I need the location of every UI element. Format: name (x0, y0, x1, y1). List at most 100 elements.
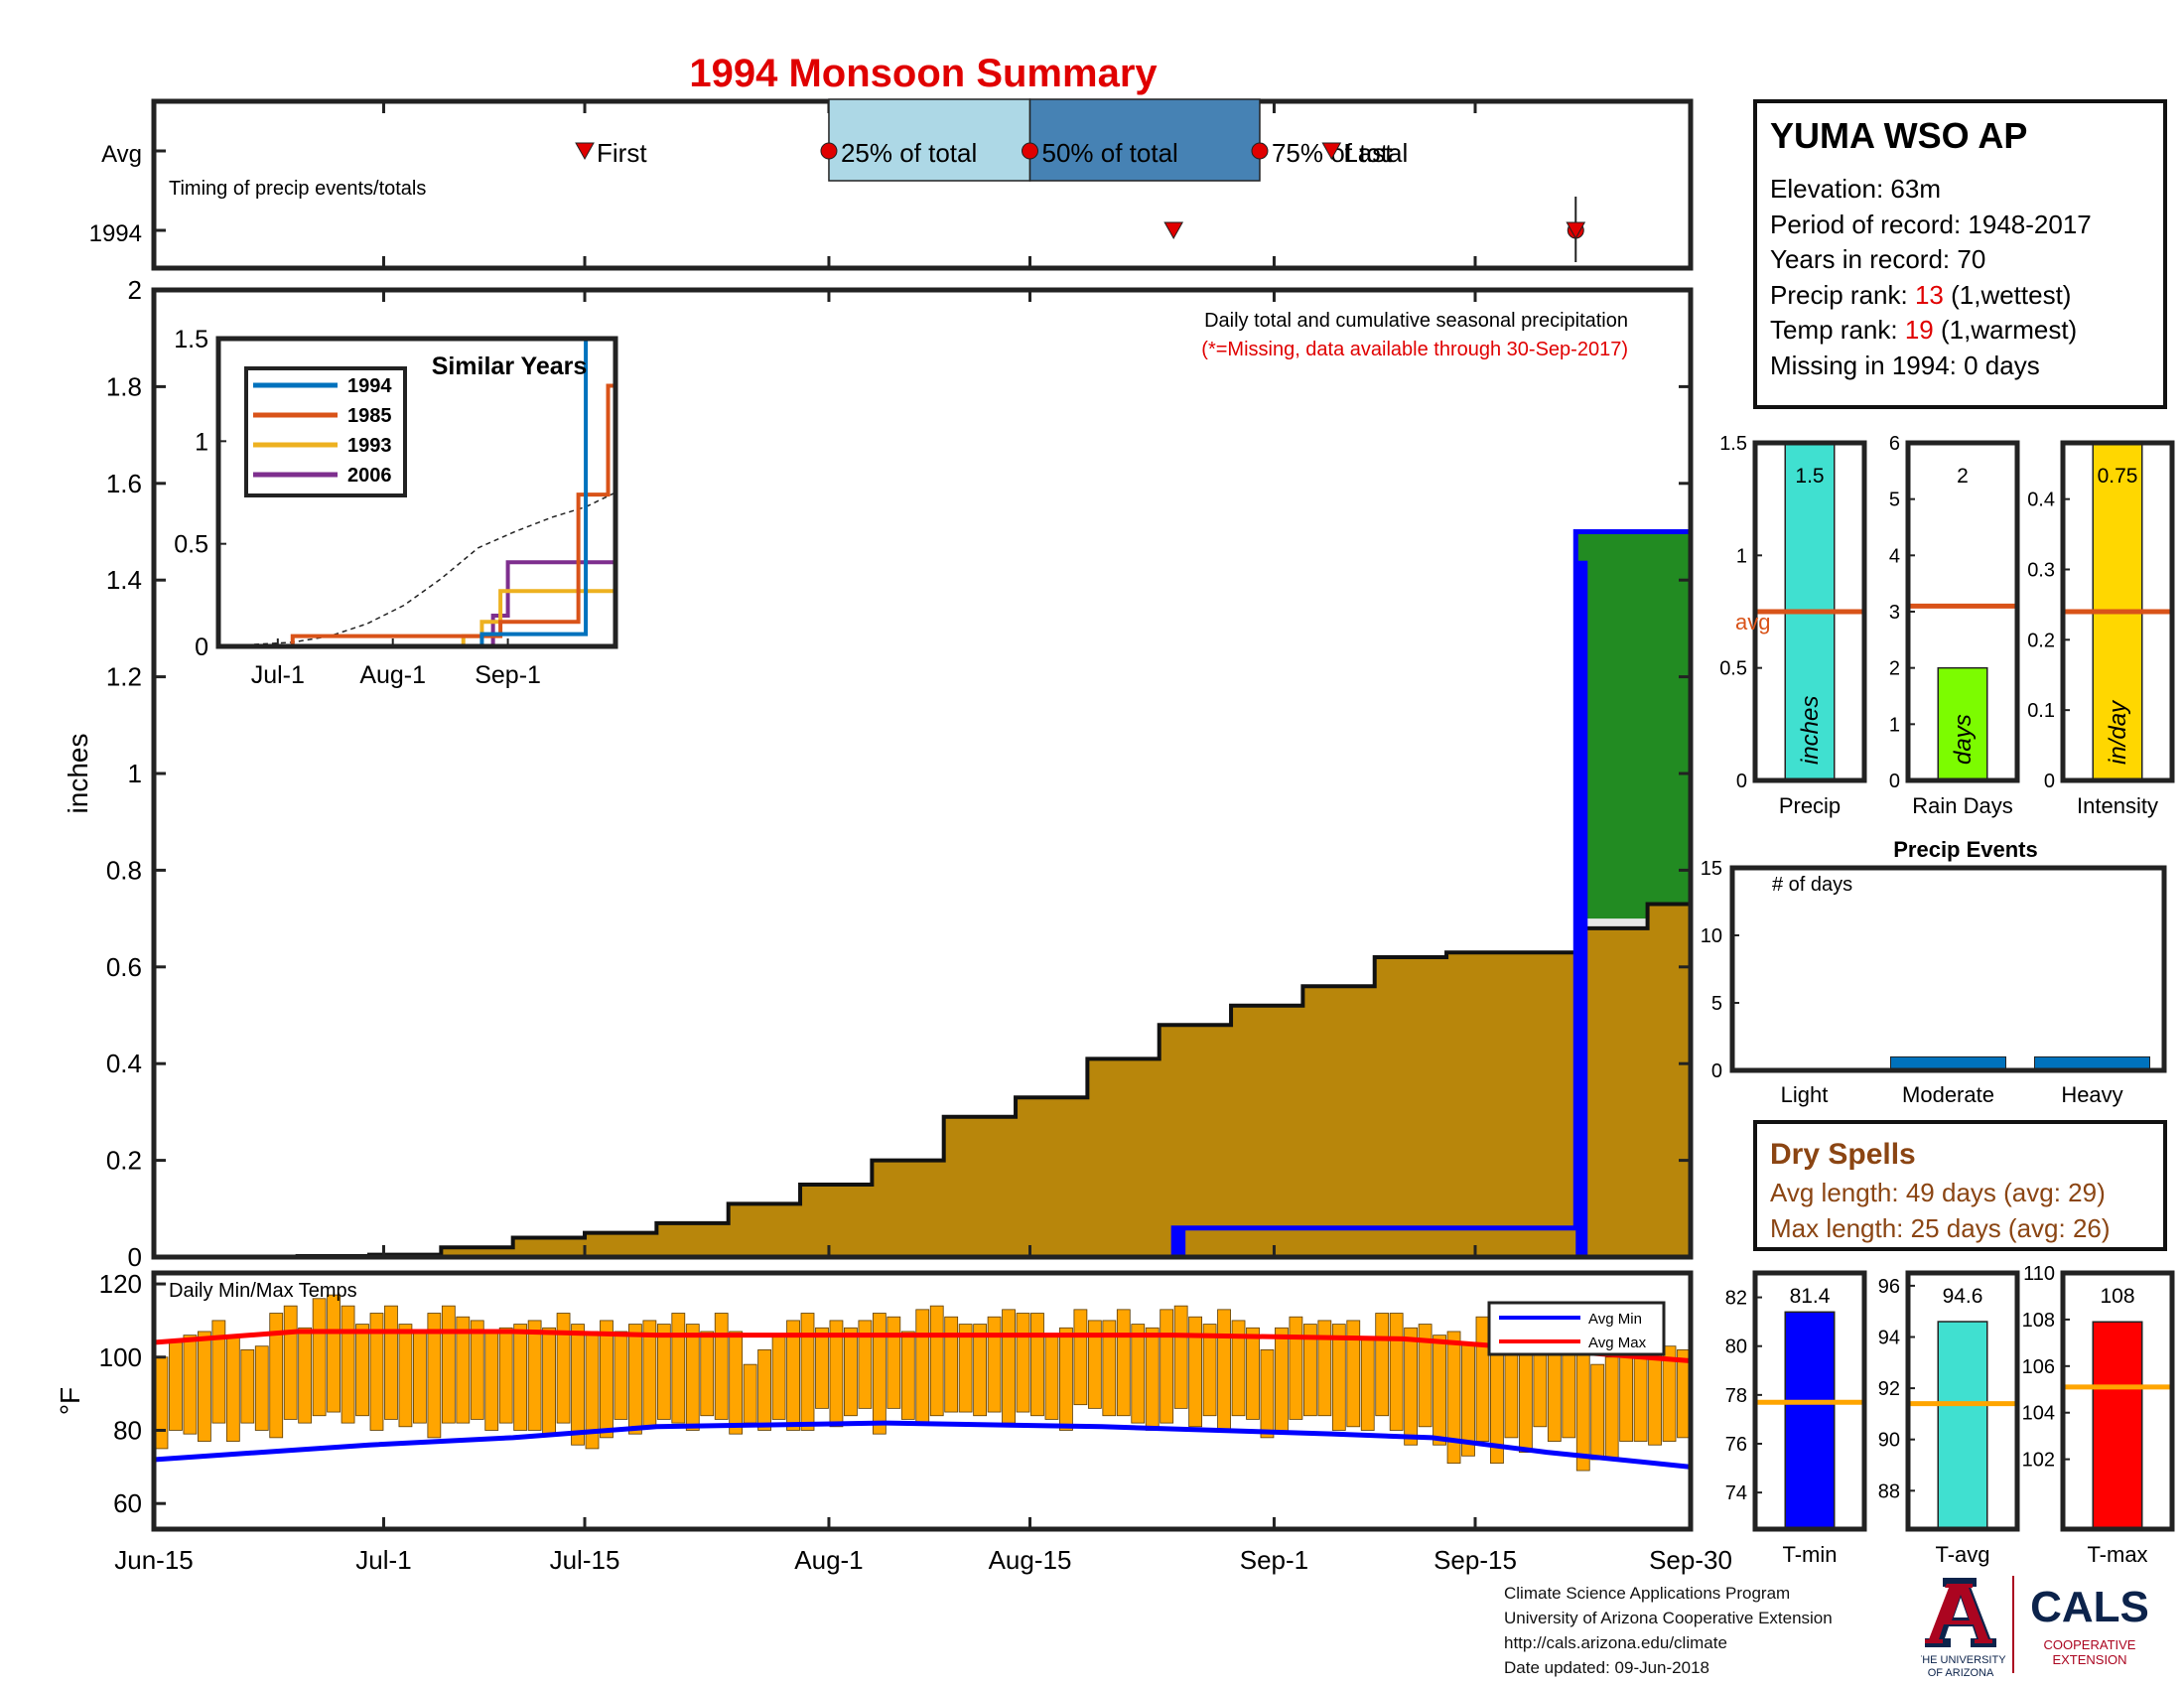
temp-range-bar (1662, 1345, 1677, 1442)
temp-range-bar (1375, 1313, 1390, 1417)
rain_days_bar-y-tick-label: 2 (1889, 658, 1900, 680)
date-x-tick-label: Aug-15 (989, 1545, 1072, 1575)
tavg_bar-frame (1905, 1270, 2020, 1532)
temp-range-bar (628, 1324, 642, 1435)
precip-y-tick-label: 2 (128, 275, 142, 305)
temp-range-bar (283, 1305, 298, 1420)
daily-precip-bar-1 (1575, 560, 1588, 1257)
temp-range-bar (757, 1349, 771, 1431)
inset-x-tick-label: Aug-1 (359, 661, 426, 689)
station-precip-rank: Precip rank: 13 (1,wettest) (1770, 280, 2071, 310)
intensity_bar-y-tick-label: 0.3 (2027, 560, 2055, 582)
temp-range-bar (398, 1324, 413, 1428)
temp-range-bar (542, 1327, 556, 1435)
inset-legend-label-1985: 1985 (347, 405, 392, 427)
precip_bar-value-label: 1.5 (1795, 465, 1824, 488)
tmax_bar-x-label: T-max (2087, 1542, 2147, 1567)
temp-range-bar (786, 1320, 800, 1431)
temp-range-bar (1346, 1320, 1361, 1428)
avg-min-line (153, 1420, 1692, 1470)
legend-avg-min-label: Avg Min (1588, 1311, 1642, 1328)
temp-range-bar (225, 1335, 240, 1442)
temp-range-bar (1289, 1316, 1303, 1420)
dry-spells-avg-length: Avg length: 49 days (avg: 29) (1770, 1178, 2106, 1207)
temp-range-bar (1575, 1337, 1590, 1472)
station-temp-rank: Temp rank: 19 (1,warmest) (1770, 315, 2077, 345)
temp-range-bar (1246, 1327, 1260, 1420)
temp-range-bar (1317, 1320, 1332, 1417)
tmin_bar-x-label: T-min (1783, 1542, 1838, 1567)
timing-label-last: Last (1343, 138, 1393, 168)
precip-events-title: Precip Events (1893, 837, 2038, 862)
temp-range-bar (1173, 1305, 1188, 1409)
tavg_bar-x-label: T-avg (1935, 1542, 1989, 1567)
timing-row-label-1994: 1994 (89, 220, 142, 247)
avg-cumulative-area (154, 894, 1691, 1257)
daily-precip-bar-0 (1173, 1227, 1186, 1257)
temp-range-bar (1648, 1345, 1662, 1446)
temp-range-bar (844, 1327, 858, 1417)
temp-range-bar (1016, 1313, 1030, 1413)
temp-range-bar (498, 1327, 513, 1424)
precip_bar-y-tick-label: 1 (1736, 545, 1747, 567)
ua-a-inner (1925, 1584, 1992, 1643)
temp-range-bar (671, 1313, 686, 1424)
rain_days_bar-chart: 0 1 2 3 4 5 6 2 Rain Days days (1889, 433, 2020, 818)
temp-range-bar (1073, 1309, 1088, 1406)
temps-y-tick-label: 120 (99, 1269, 142, 1299)
temp-rank-prefix: Temp rank: (1770, 315, 1905, 345)
station-info-box: YUMA WSO AP Elevation: 63m Period of rec… (1753, 99, 2167, 409)
timing-label-first: First (597, 138, 647, 168)
tavg_bar-chart: 88 90 92 94 96 94.6 T-avg (1878, 1270, 2020, 1567)
temp-range-bar (327, 1294, 341, 1413)
temp-range-bar (1590, 1363, 1605, 1461)
inset-series-1985 (218, 377, 617, 648)
tavg_bar-value-label: 94.6 (1943, 1285, 1983, 1308)
tmax_bar-y-tick-label: 110 (2023, 1263, 2055, 1285)
temp-range-bar (743, 1363, 757, 1424)
temps-y-label: °F (55, 1387, 85, 1415)
precip-y-ticks: 0 0.2 0.4 0.6 0.8 1 1.2 1.4 1.6 1.8 2 (106, 275, 1691, 1272)
precip-y-tick-label: 1.4 (106, 565, 142, 595)
precip-y-tick-label: 0.8 (106, 855, 142, 885)
dry-spells-box: Dry Spells Avg length: 49 days (avg: 29)… (1753, 1120, 2167, 1251)
temp-range-bar (1331, 1324, 1346, 1431)
temp-range-bar (700, 1331, 715, 1417)
timing-q1-box (828, 98, 1031, 182)
intensity_bar-y-tick-label: 0.1 (2027, 700, 2055, 722)
date-x-tick-label: Aug-1 (794, 1545, 863, 1575)
temp-range-bar (1504, 1341, 1519, 1439)
inset-title: Similar Years (432, 352, 588, 380)
similar-years-inset: 0 0.5 1 1.5 Jul-1 Aug-1 Sep-1 Similar Years 19… (174, 326, 618, 689)
temps-y-tick-label: 80 (113, 1415, 142, 1445)
cumulative-precip-plot (154, 529, 1693, 1260)
temp-range-bar (427, 1313, 442, 1439)
tmax_bar-bar (2092, 1321, 2143, 1530)
precip-chart-subtitle: (*=Missing, data available through 30-Se… (1201, 339, 1628, 360)
temp-range-bar (1461, 1341, 1475, 1457)
similar-years-plot: 0 0.5 1 1.5 Jul-1 Aug-1 Sep-1 (174, 326, 617, 689)
temp-range-bar (600, 1320, 614, 1439)
temp-range-bar (1044, 1335, 1059, 1420)
temp-range-bar (312, 1298, 327, 1417)
precip-rank-suffix: (1,wettest) (1944, 280, 2072, 310)
station-name: YUMA WSO AP (1770, 115, 2027, 156)
tmax_bar-y-tick-label: 102 (2022, 1450, 2055, 1472)
precip-events-y-tick-label: 0 (1711, 1060, 1722, 1082)
inset-x-tick-label: Sep-1 (475, 661, 541, 689)
tmin_bar-y-tick-label: 80 (1725, 1336, 1747, 1358)
temp-range-bar (571, 1324, 585, 1446)
tavg_bar-y-tick-label: 94 (1878, 1328, 1900, 1349)
temp-range-bar (1446, 1331, 1461, 1465)
temp-range-bar (298, 1327, 313, 1424)
temp-range-bar (1217, 1309, 1231, 1431)
intensity_bar-y-tick-label: 0.4 (2027, 490, 2055, 511)
temp-range-bar (355, 1324, 369, 1417)
date-x-axis: Jun-15 Jul-1 Jul-15 Aug-1 Aug-15 Sep-1 Sep-15 S… (114, 290, 1732, 1575)
temp-range-bar (729, 1331, 744, 1435)
temp-range-bar (872, 1313, 887, 1435)
date-x-tick-label: Sep-15 (1433, 1545, 1517, 1575)
timing-panel: Avg 1994 Timing of precip events/totals … (89, 98, 1694, 271)
temp-range-bar (1360, 1337, 1375, 1431)
footer-url: http://cals.arizona.edu/climate (1504, 1633, 1727, 1652)
